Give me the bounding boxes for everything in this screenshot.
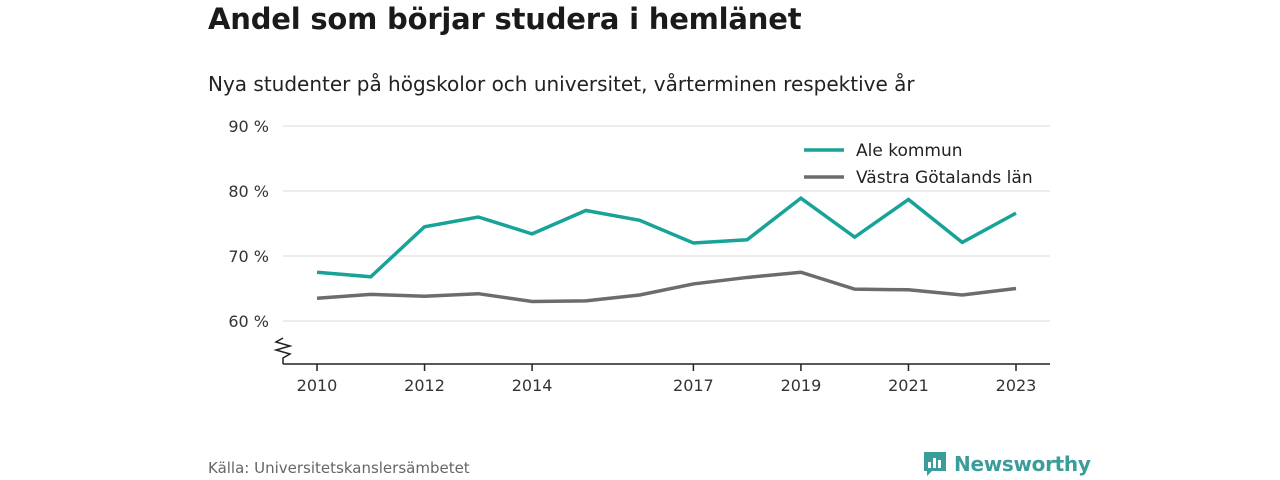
x-tick-label: 2017 [673, 376, 714, 395]
legend-item-vastra-gotaland-label: Västra Götalands län [856, 168, 1033, 188]
x-tick-label: 2014 [512, 376, 553, 395]
x-tick-label: 2023 [996, 376, 1037, 395]
legend-item-ale-kommun-label: Ale kommun [856, 141, 963, 161]
chart-title: Andel som börjar studera i hemlänet [208, 2, 802, 36]
series-line-ale-kommun [316, 195, 1017, 279]
y-tick-label: 70 % [228, 247, 269, 266]
y-tick-label: 90 % [228, 117, 269, 136]
x-tick-label: 2012 [404, 376, 445, 395]
chart-subtitle: Nya studenter på högskolor och universit… [208, 72, 915, 96]
axis-break-icon [273, 337, 293, 364]
newsworthy-logo-text: Newsworthy [954, 452, 1091, 476]
series-line-vastra-gotaland [316, 270, 1017, 304]
newsworthy-logo-icon [924, 452, 946, 476]
source-note: Källa: Universitetskanslersämbetet [208, 459, 470, 477]
y-tick-label: 80 % [228, 182, 269, 201]
y-tick-label: 60 % [228, 312, 269, 331]
newsworthy-logo: Newsworthy [922, 450, 1091, 478]
x-tick-label: 2021 [888, 376, 929, 395]
x-tick-label: 2019 [781, 376, 822, 395]
x-tick-label: 2010 [297, 376, 338, 395]
